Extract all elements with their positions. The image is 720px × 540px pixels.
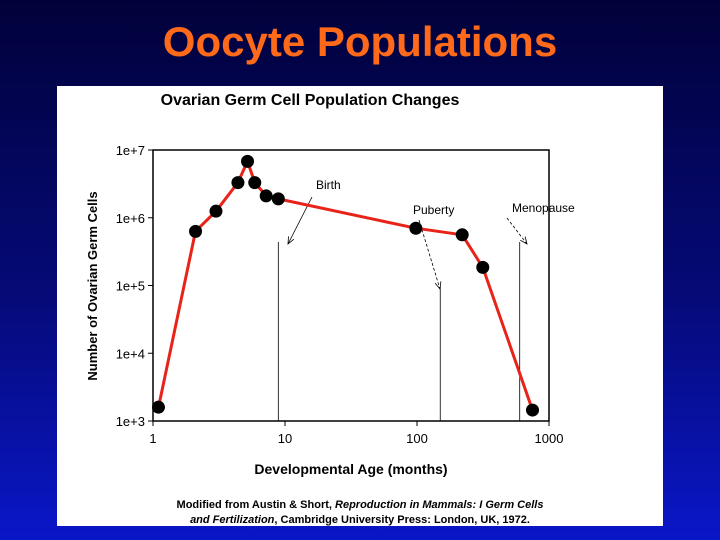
annotation-arrowhead [434, 281, 442, 290]
x-tick-label: 1000 [535, 431, 564, 446]
chart-panel: Ovarian Germ Cell Population Changes Num… [57, 86, 663, 526]
annotation-arrow [506, 217, 528, 245]
data-point [259, 189, 273, 203]
data-point [189, 224, 203, 238]
annotation-label: Puberty [413, 203, 454, 217]
x-tick-label: 100 [406, 431, 428, 446]
annotation-arrowhead [520, 236, 528, 245]
annotation-label: Menopause [512, 201, 575, 215]
data-point [476, 260, 490, 274]
y-tick-label: 1e+5 [116, 279, 145, 294]
data-point [151, 400, 165, 414]
y-axis-label: Number of Ovarian Germ Cells [85, 191, 100, 380]
data-point [409, 221, 423, 235]
data-point [271, 192, 285, 206]
annotation-label: Birth [316, 178, 341, 192]
source-caption: Modified from Austin & Short, Reproducti… [57, 498, 663, 528]
data-point [241, 154, 255, 168]
annotation-arrowhead [287, 236, 295, 245]
caption-prefix: Modified from Austin & Short, [176, 499, 336, 511]
germ-cell-chart: Ovarian Germ Cell Population Changes Num… [85, 92, 575, 477]
y-tick-label: 1e+6 [116, 211, 145, 226]
x-axis-label: Developmental Age (months) [254, 461, 447, 477]
data-point [526, 403, 540, 417]
x-tick-label: 1 [149, 431, 156, 446]
data-point [209, 204, 223, 218]
y-tick-label: 1e+4 [116, 346, 145, 361]
y-tick-label: 1e+7 [116, 143, 145, 158]
chart-title: Ovarian Germ Cell Population Changes [161, 92, 460, 109]
x-tick-label: 10 [278, 431, 292, 446]
annotation-arrow [418, 219, 441, 290]
data-point [231, 176, 245, 190]
slide-title: Oocyte Populations [162, 18, 558, 65]
series-line [157, 159, 534, 411]
data-point [248, 176, 262, 190]
caption-suffix: , Cambridge University Press: London, UK… [274, 514, 530, 526]
y-tick-label: 1e+3 [116, 414, 145, 429]
caption-book-title-2: and Fertilization [190, 514, 275, 526]
data-point [455, 228, 469, 242]
caption-book-title: Reproduction in Mammals: I Germ Cells [335, 499, 544, 511]
